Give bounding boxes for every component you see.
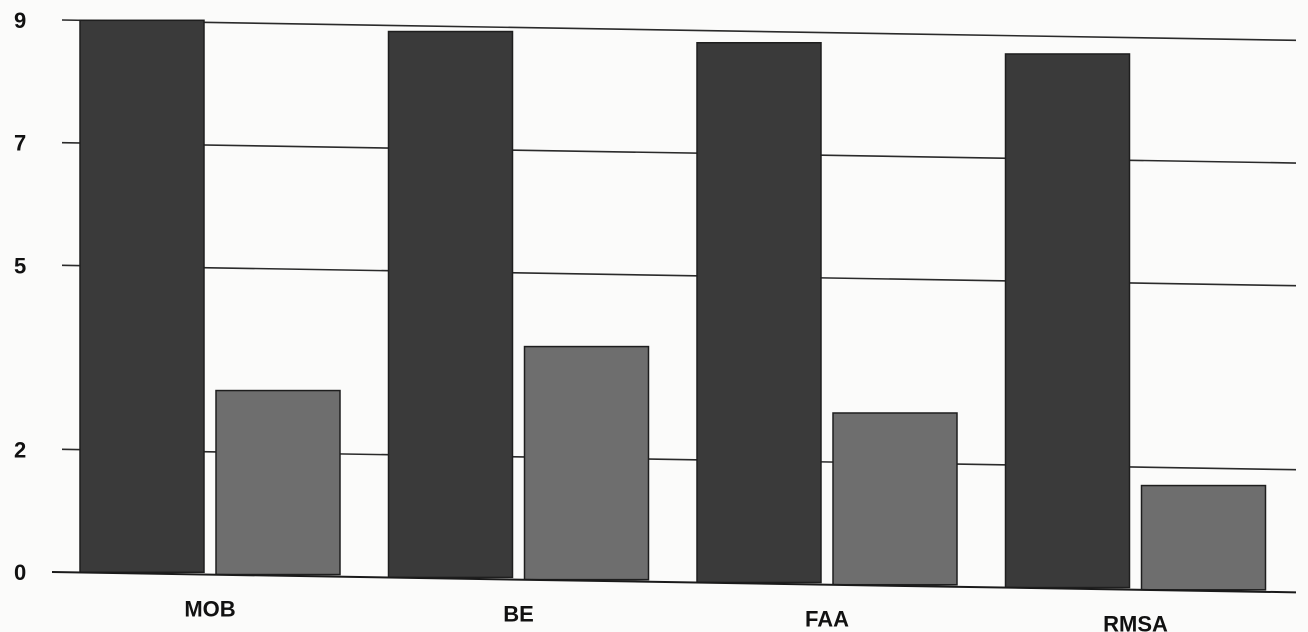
bar-be-series-2 <box>523 345 650 581</box>
bar-rmsa-series-2 <box>1140 484 1267 591</box>
bar-faa-series-2 <box>832 412 958 586</box>
x-tick-label-rmsa: RMSA <box>1103 612 1168 632</box>
x-axis-line <box>51 571 1297 594</box>
bar-rmsa-series-1 <box>1004 53 1131 589</box>
x-tick-label-mob: MOB <box>184 596 235 621</box>
bars <box>79 19 1267 591</box>
y-tick-label-9: 9 <box>14 8 26 33</box>
gridline-9 <box>61 19 1297 42</box>
x-tick-label-faa: FAA <box>805 607 849 632</box>
bar-mob-series-1 <box>79 19 205 574</box>
y-tick-label-5: 5 <box>14 253 26 278</box>
x-tick-label-be: BE <box>503 602 534 627</box>
y-tick-label-0: 0 <box>14 560 26 585</box>
axes <box>51 571 1297 594</box>
bar-faa-series-1 <box>696 41 822 584</box>
bar-mob-series-2 <box>215 389 341 576</box>
y-tick-label-7: 7 <box>14 131 26 156</box>
y-tick-label-2: 2 <box>14 437 26 462</box>
labels: 0 2 5 7 9 MOB BE FAA RMSA <box>14 8 1168 632</box>
bar-be-series-1 <box>387 30 514 579</box>
